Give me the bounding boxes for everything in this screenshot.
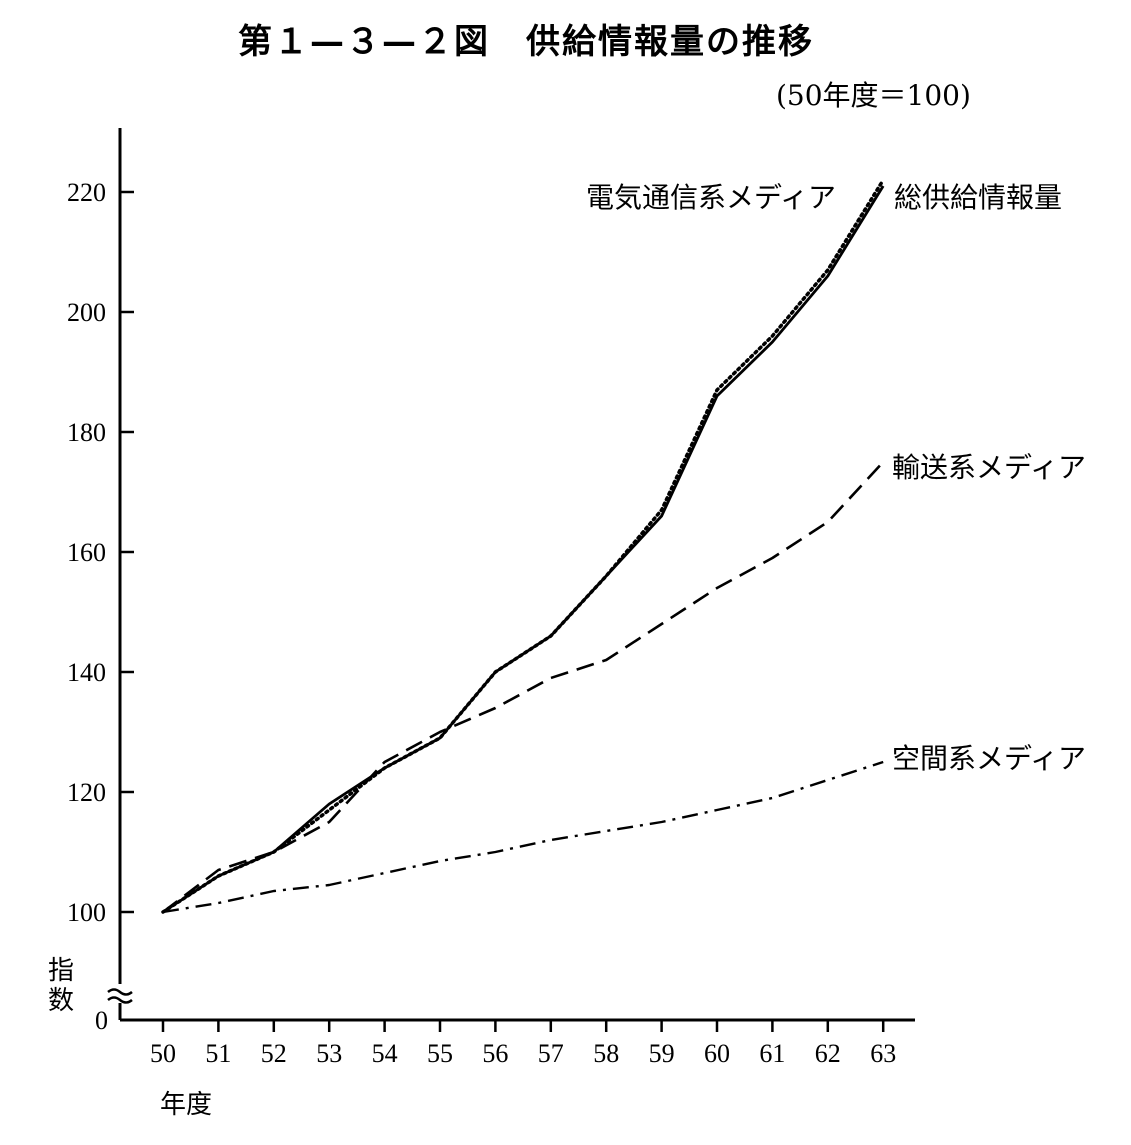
y-tick-label: 120 (67, 778, 106, 807)
y-axis-label: 指数 (47, 956, 74, 1016)
y-tick-label: 0 (95, 1006, 108, 1035)
series-line-transport (162, 461, 885, 914)
x-tick-label: 62 (815, 1039, 841, 1068)
chart-axes (107, 128, 915, 1022)
series-label-telecom: 電気通信系メディア (586, 181, 837, 214)
x-tick-label: 63 (870, 1039, 896, 1068)
series-label-spatial: 空間系メディア (892, 742, 1087, 775)
y-tick-label: 160 (67, 538, 106, 567)
axis-break-mark (107, 988, 133, 996)
x-tick-label: 52 (261, 1039, 287, 1068)
x-tick-label: 60 (704, 1039, 730, 1068)
x-tick-label: 55 (427, 1039, 453, 1068)
y-tick-label: 140 (67, 658, 106, 687)
series-label-transport: 輸送系メディア (892, 451, 1087, 484)
axis-break-mark-2 (107, 996, 133, 1004)
x-tick-label: 50 (150, 1039, 176, 1068)
series-line-total (161, 178, 885, 914)
chart-subtitle: (50年度＝100) (776, 79, 971, 112)
chart-ticks: 0 100 120 140 160 180 200 220 50 51 52 53 54 55 56 57 58… (67, 178, 896, 1068)
series-label-total: 総供給情報量 (894, 181, 1063, 214)
x-tick-label: 51 (205, 1039, 231, 1068)
x-tick-label: 59 (649, 1039, 675, 1068)
series-line-telecom (162, 185, 885, 914)
y-tick-label: 200 (67, 298, 106, 327)
x-axis-label: 年度 (160, 1090, 213, 1120)
chart-series (161, 178, 885, 914)
x-tick-label: 58 (593, 1039, 619, 1068)
x-tick-label: 61 (759, 1039, 785, 1068)
y-tick-label: 180 (67, 418, 106, 447)
x-tick-label: 56 (482, 1039, 508, 1068)
x-tick-label: 57 (538, 1039, 564, 1068)
chart-title: 第１—３—２図 供給情報量の推移 (238, 22, 814, 62)
x-tick-label: 53 (316, 1039, 342, 1068)
y-tick-label: 100 (67, 898, 106, 927)
x-tick-label: 54 (372, 1039, 398, 1068)
series-line-spatial (162, 760, 884, 914)
y-tick-label: 220 (67, 178, 106, 207)
